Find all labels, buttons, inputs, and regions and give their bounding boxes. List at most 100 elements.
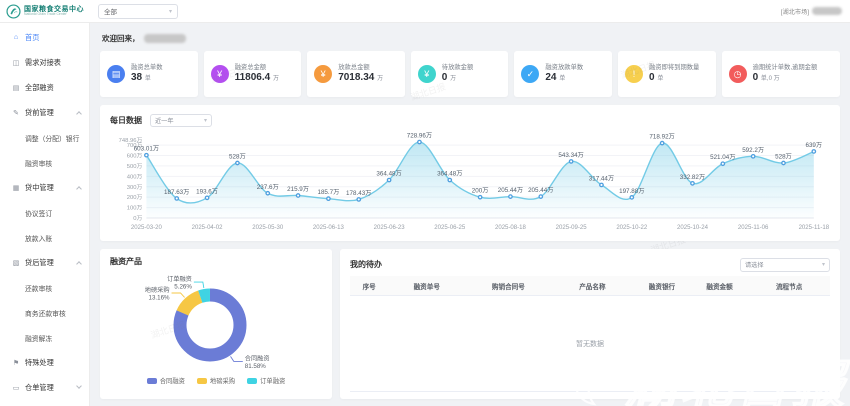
donut-legend: 合同融资 地磅采购 订单融资 [110,376,322,385]
todo-filter-select[interactable]: 请选择 ▾ [740,257,830,272]
svg-text:215.9万: 215.9万 [287,186,309,193]
svg-text:364.48万: 364.48万 [376,171,401,178]
sidebar-item-demand-table[interactable]: ◫ 需求对接表 [12,57,61,67]
sidebar-item-special-handling[interactable]: ⚑ 特殊处理 [12,357,54,367]
col-contract-no: 购销合同号 [491,283,525,291]
chevron-up-icon [76,261,82,267]
legend-swatch [196,377,207,384]
main-content: 湖北日报湖北日报湖北日报湖北日报湖北日报湖北日报湖北日报湖北日报湖北日报湖北日报… [90,23,850,406]
home-icon: ⌂ [13,34,19,41]
svg-text:300万: 300万 [127,184,143,191]
svg-text:600万: 600万 [127,153,143,160]
chevron-up-icon [76,111,82,117]
welcome-row: 欢迎回来， [102,33,840,44]
svg-text:639万: 639万 [805,142,822,149]
todo-table: 序号 融资单号 购销合同号 产品名称 融资银行 融资金额 流程节点 暂无数据 [350,276,830,392]
pre-loan-icon: ✎ [13,109,19,117]
legend-swatch [247,377,258,384]
svg-text:2025-11-18: 2025-11-18 [799,225,830,231]
mid-loan-icon: ▦ [12,184,20,192]
post-loan-icon: ▧ [12,259,20,267]
svg-text:592.2万: 592.2万 [742,147,764,154]
svg-text:185.7万: 185.7万 [317,189,339,196]
stat-card-disbursed-count: ✓ 融资放款单数 24 单 [514,51,612,97]
scope-select-value: 全部 [104,9,117,16]
sidebar-group-post-loan[interactable]: ▧ 贷后管理 [0,250,89,275]
user-market-tag: [湖北市场] [780,8,809,16]
date-range-select[interactable]: 近一年 ▾ [150,113,212,127]
warehouse-receipt-icon: ▭ [12,384,20,392]
money-icon: ¥ [210,65,229,83]
sidebar-item-all-financing[interactable]: ▤ 全部融资 [12,82,54,92]
svg-text:197.88万: 197.88万 [619,188,644,195]
sidebar-item-loan-deposit[interactable]: 放款入账 [25,235,53,243]
svg-text:2025-06-23: 2025-06-23 [374,225,406,231]
sidebar-item-home[interactable]: ⌂ 首页 [0,25,89,50]
chevron-up-icon [76,186,82,192]
wallet-icon: ¥ [417,65,436,83]
legend-item-contract-financing[interactable]: 合同融资 [146,376,185,385]
welcome-name-redacted [143,34,186,43]
svg-text:200万: 200万 [127,194,143,201]
sidebar-item-commercial-repayment-review[interactable]: 商务还款审核 [25,310,66,318]
financing-products-donut-chart[interactable]: 合同融资 81.58% 地磅采购 13.16%订单融资 5.26% [110,267,320,375]
svg-text:2025-03-20: 2025-03-20 [131,225,163,231]
scope-select[interactable]: 全部 ▾ [98,3,178,19]
sidebar-nav: ⌂ 首页 ◫ 需求对接表 ▤ 全部融资 ✎ 贷前管理 调整（分配）银行 融资审核… [0,23,90,406]
legend-swatch [146,377,157,384]
chevron-down-icon: ▾ [203,117,207,124]
brand-logo: 国家粮食交易中心 National Grain Trade Center [0,3,90,19]
legend-item-weighbridge-purchase[interactable]: 地磅采购 [196,376,235,385]
document-icon: ▤ [107,65,125,83]
financing-products-panel: 融资产品 合同融资 81.58% 地磅采购 13.16% 订单融资 5.26% 合同融资 … [100,249,332,399]
svg-text:528万: 528万 [775,154,792,161]
col-financing-bank: 融资银行 [648,283,676,291]
svg-text:543.34万: 543.34万 [558,152,583,159]
svg-text:521.04万: 521.04万 [710,154,735,161]
all-financing-icon: ▤ [12,84,20,92]
daily-data-panel: 每日数据 近一年 ▾ 0万 100万 200万 300万 400万 500万 600万 700… [100,105,840,241]
sidebar-item-financing-unfreeze[interactable]: 融资解冻 [25,335,53,343]
stat-card-financing-total-amount: ¥ 融资总金额 11806.4 万 [203,51,302,97]
col-financing-amount: 融资金额 [706,283,733,291]
svg-text:0万: 0万 [133,215,142,222]
user-area[interactable]: [湖北市场] [781,7,850,16]
sidebar-item-adjust-bank[interactable]: 调整（分配）银行 [25,135,80,143]
svg-text:528万: 528万 [229,154,246,161]
svg-text:317.44万: 317.44万 [589,175,614,182]
svg-text:2025-08-18: 2025-08-18 [495,225,527,231]
svg-text:2025-10-24: 2025-10-24 [677,225,709,231]
svg-text:2025-05-30: 2025-05-30 [252,225,284,231]
svg-text:237.6万: 237.6万 [257,184,279,191]
svg-text:728.96万: 728.96万 [407,133,432,140]
legend-item-order-financing[interactable]: 订单融资 [247,376,285,385]
svg-text:2025-11-06: 2025-11-06 [738,225,769,231]
svg-text:603.01万: 603.01万 [134,146,159,153]
svg-text:2025-10-22: 2025-10-22 [616,225,648,231]
sidebar-item-agreement-signing[interactable]: 协议签订 [25,210,53,218]
sidebar-group-pre-loan[interactable]: ✎ 贷前管理 [0,100,89,125]
sidebar-group-mid-loan[interactable]: ▦ 贷中管理 [0,175,89,200]
stat-card-overdue: ◷ 逾期统计单数,逾期金额 0 单,0 万 [721,51,841,97]
chevron-down-icon: ▾ [168,8,172,15]
coin-icon: ¥ [314,65,333,83]
col-financing-no: 融资单号 [413,283,440,291]
check-doc-icon: ✓ [521,65,540,83]
col-process-node: 流程节点 [775,283,803,291]
svg-text:2025-09-25: 2025-09-25 [556,225,588,231]
sidebar-group-warehouse-receipt[interactable]: ▭ 仓单管理 [0,375,89,400]
sidebar-item-repayment-review[interactable]: 还款审核 [25,285,53,293]
svg-text:364.48万: 364.48万 [437,171,462,178]
svg-text:187.63万: 187.63万 [164,189,189,196]
svg-text:2025-06-13: 2025-06-13 [313,225,345,231]
brand-subtitle: National Grain Trade Center [24,11,67,16]
col-product-name: 产品名称 [579,283,606,291]
stat-cards-row: ▤ 融资总单数 38 单 ¥ 融资总金额 11806.4 万 ¥ 放款总金额 7… [100,51,841,97]
stat-card-pending-disbursement: ¥ 待放款金额 0 万 [410,51,509,97]
sidebar-item-financing-review[interactable]: 融资审核 [25,160,53,168]
financing-products-title: 融资产品 [110,257,142,266]
